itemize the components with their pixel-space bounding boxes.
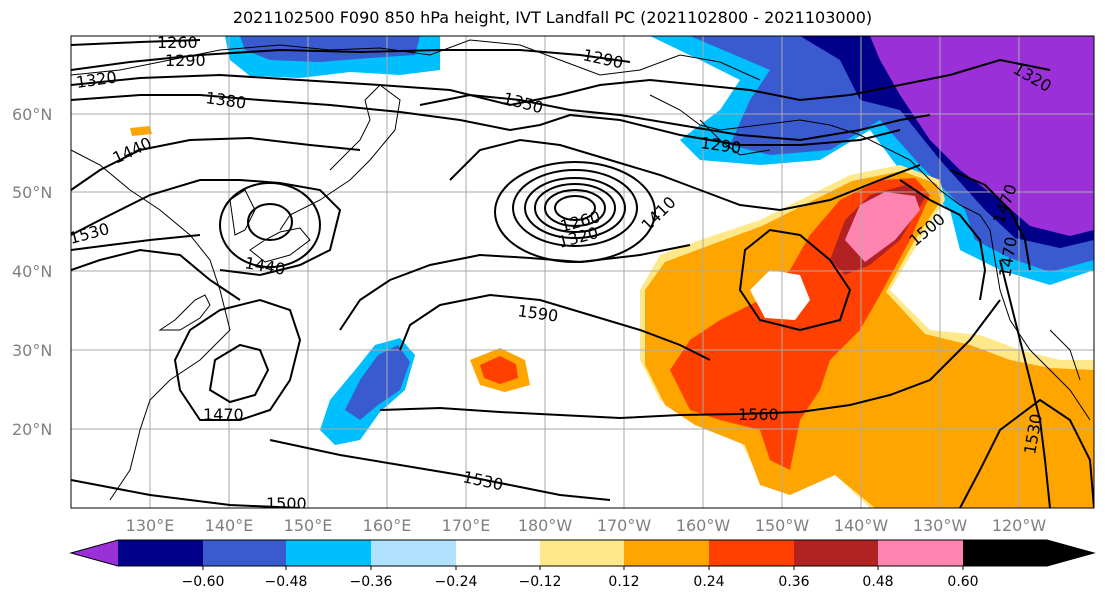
colorbar-cell xyxy=(709,540,794,566)
lat-label-30n: 30°N xyxy=(12,341,52,360)
lon-label: 150°E xyxy=(284,516,333,535)
contour-1500-east xyxy=(899,179,987,301)
colorbar-cell xyxy=(624,540,709,566)
map-border xyxy=(70,35,1095,509)
lat-label-20n: 20°N xyxy=(12,420,52,439)
contour-1530-hawaii xyxy=(959,398,1094,508)
colorbar-cell xyxy=(878,540,963,566)
contour-1530-west xyxy=(71,248,241,301)
colorbar-tick: 0.60 xyxy=(947,574,978,590)
graticule xyxy=(71,36,1094,508)
contour-1440-loop xyxy=(208,343,270,404)
colorbar-cell xyxy=(286,540,371,566)
lon-label: 170°E xyxy=(442,516,491,535)
colorbar-tick: −0.48 xyxy=(265,574,308,590)
contour-1260-north xyxy=(71,39,201,46)
colorbar-tick: 0.24 xyxy=(693,574,724,590)
lon-label: 130°W xyxy=(913,516,968,535)
lon-label: 180°W xyxy=(518,516,573,535)
colorbar-cell xyxy=(71,540,118,566)
contour-label: 1560 xyxy=(738,405,779,424)
lon-label: 140°W xyxy=(834,516,889,535)
colorbar-cell xyxy=(118,540,203,566)
colorbar-cell xyxy=(203,540,286,566)
contour-1470-loop xyxy=(173,298,302,421)
colorbar-tick: −0.60 xyxy=(182,574,225,590)
contour-1320-north xyxy=(71,58,1051,107)
contour-1530-east xyxy=(999,259,1051,508)
map-title: 2021102500 F090 850 hPa height, IVT Land… xyxy=(232,8,873,27)
ivt-positive-patch-west xyxy=(130,126,152,136)
colorbar-cell xyxy=(794,540,878,566)
lat-label-50n: 50°N xyxy=(12,183,52,202)
latitude-labels: 60°N 50°N 40°N 30°N 20°N xyxy=(12,105,52,439)
lat-label-40n: 40°N xyxy=(12,262,52,281)
ivt-positive-peak-region xyxy=(845,192,920,262)
height-contours xyxy=(71,39,1094,508)
contour-1560-loop xyxy=(738,228,852,332)
lon-label: 150°W xyxy=(755,516,810,535)
contour-label: 1470 xyxy=(203,405,244,424)
lon-label: 140°E xyxy=(205,516,254,535)
map-panel: 1260 1290 1320 1380 1350 1290 1440 1290 … xyxy=(71,33,1094,513)
ivt-negative-patch-nw-inner xyxy=(240,36,420,62)
colorbar-tick: −0.36 xyxy=(350,574,393,590)
ivt-negative-strong-region xyxy=(870,36,1094,236)
lon-label: 160°W xyxy=(676,516,731,535)
contour-1470-east xyxy=(949,169,1031,271)
colorbar-cell xyxy=(540,540,624,566)
lon-label: 170°W xyxy=(597,516,652,535)
contour-1590 xyxy=(399,293,711,361)
colorbar-tick: −0.12 xyxy=(519,574,562,590)
colorbar-tick: 0.48 xyxy=(862,574,893,590)
contour-1560-west xyxy=(339,244,691,331)
contour-label: 1260 xyxy=(157,33,198,52)
colorbar-cell xyxy=(456,540,540,566)
contour-1380 xyxy=(71,94,901,146)
contour-1530-south xyxy=(269,439,611,501)
longitude-labels: 130°E 140°E 150°E 160°E 170°E 180°W 170°… xyxy=(126,516,1047,535)
contour-1470-west xyxy=(71,179,342,277)
lon-label: 120°W xyxy=(992,516,1047,535)
contour-label: 1500 xyxy=(266,494,307,513)
colorbar-tick: 0.12 xyxy=(608,574,639,590)
ivt-plume-hole xyxy=(750,270,810,320)
lon-label: 160°E xyxy=(363,516,412,535)
contour-1560-main xyxy=(379,299,1001,420)
colorbar-cell xyxy=(963,540,1094,566)
contour-1500-south xyxy=(71,479,301,508)
colorbar-outline xyxy=(69,539,1096,567)
contour-1440-west xyxy=(71,136,361,191)
contour-1410-low xyxy=(449,138,921,212)
colorbar-tick: −0.24 xyxy=(435,574,478,590)
contour-1500 xyxy=(71,234,201,251)
lon-label: 130°E xyxy=(126,516,175,535)
lat-label-60n: 60°N xyxy=(12,105,52,124)
contour-1350 xyxy=(419,93,931,142)
ivt-negative-patch-central-inner xyxy=(345,345,410,420)
colorbar-cell xyxy=(371,540,456,566)
contour-1290-north xyxy=(71,48,631,71)
colorbar: −0.60 −0.48 −0.36 −0.24 −0.12 0.12 0.24 … xyxy=(69,539,1096,590)
colorbar-tick: 0.36 xyxy=(778,574,809,590)
ivt-positive-patch-inner xyxy=(480,356,518,384)
contour-label: 1290 xyxy=(165,51,206,70)
